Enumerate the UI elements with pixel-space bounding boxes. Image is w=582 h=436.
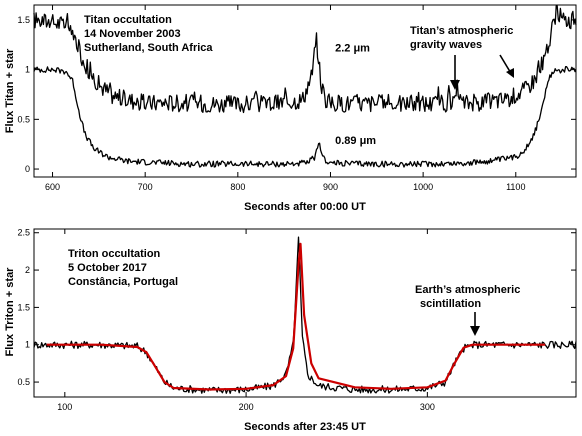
bottom-y-tick-label: 2.5 (17, 228, 30, 238)
top-x-tick-label: 700 (138, 182, 153, 192)
top-info-line-2: 14 November 2003 (84, 28, 181, 40)
top-series-label-2: 0.89 μm (335, 135, 376, 147)
bottom-arrow-label-line-1: Earth’s atmospheric (415, 284, 520, 296)
top-y-tick-label: 0 (25, 164, 30, 174)
top-y-tick-label: 0.5 (17, 114, 30, 124)
top-panel: 600 700 800 900 1000 1100 0 0.5 1 1.5 2.2 μm 0.89 … (4, 4, 577, 213)
bottom-x-tick-label: 100 (57, 402, 72, 412)
top-series: 2.2 μm 0.89 μm (33, 5, 577, 168)
bottom-info-line-2: 5 October 2017 (68, 262, 147, 274)
top-ylabel: Flux Titan + star (4, 48, 16, 133)
bottom-info-line-3: Constância, Portugal (68, 276, 178, 288)
top-y-tick-label: 1.5 (17, 15, 30, 25)
top-x-tick-label: 1100 (506, 182, 525, 192)
top-x-tick-label: 900 (323, 182, 338, 192)
bottom-series-line-1 (33, 236, 577, 394)
top-plot-frame (33, 4, 577, 178)
top-series-line-1 (33, 5, 577, 114)
arrowhead-icon-titan-waves-1 (450, 80, 460, 90)
arrowhead-icon-titan-waves-2 (506, 68, 514, 78)
top-info-line-1: Titan occultation (84, 14, 172, 26)
top-info-line-3: Sutherland, South Africa (84, 42, 213, 54)
bottom-series-model-line (46, 242, 546, 391)
bottom-xlabel: Seconds after 23:45 UT (244, 421, 366, 433)
bottom-x-tick-label: 300 (420, 402, 435, 412)
top-x-tick-label: 1000 (413, 182, 433, 192)
top-series-label-1: 2.2 μm (335, 43, 370, 55)
top-x-tick-label: 600 (45, 182, 60, 192)
arrowhead-icon-scintillation (470, 326, 480, 336)
bottom-ylabel: Flux Triton + star (4, 267, 16, 357)
bottom-y-tick-label: 0.5 (17, 377, 30, 387)
bottom-y-tick-label: 1.5 (17, 302, 30, 312)
bottom-series (33, 236, 577, 394)
bottom-plot-frame (33, 228, 577, 398)
bottom-info-line-1: Triton occultation (68, 248, 161, 260)
bottom-x-tick-label: 200 (239, 402, 254, 412)
top-y-tick-label: 1 (25, 65, 30, 75)
bottom-y-tick-label: 1 (25, 340, 30, 350)
top-series-line-2 (33, 66, 577, 168)
top-arrow-label-line-2: gravity waves (410, 39, 482, 51)
top-x-tick-label: 800 (230, 182, 245, 192)
top-xlabel: Seconds after 00:00 UT (244, 201, 366, 213)
bottom-ticks: 100 200 300 0.5 1 1.5 2 2.5 (17, 228, 576, 412)
top-arrow-label-line-1: Titan’s atmospheric (410, 25, 513, 37)
bottom-arrow-label-line-2: scintillation (420, 298, 481, 310)
bottom-y-tick-label: 2 (25, 265, 30, 275)
